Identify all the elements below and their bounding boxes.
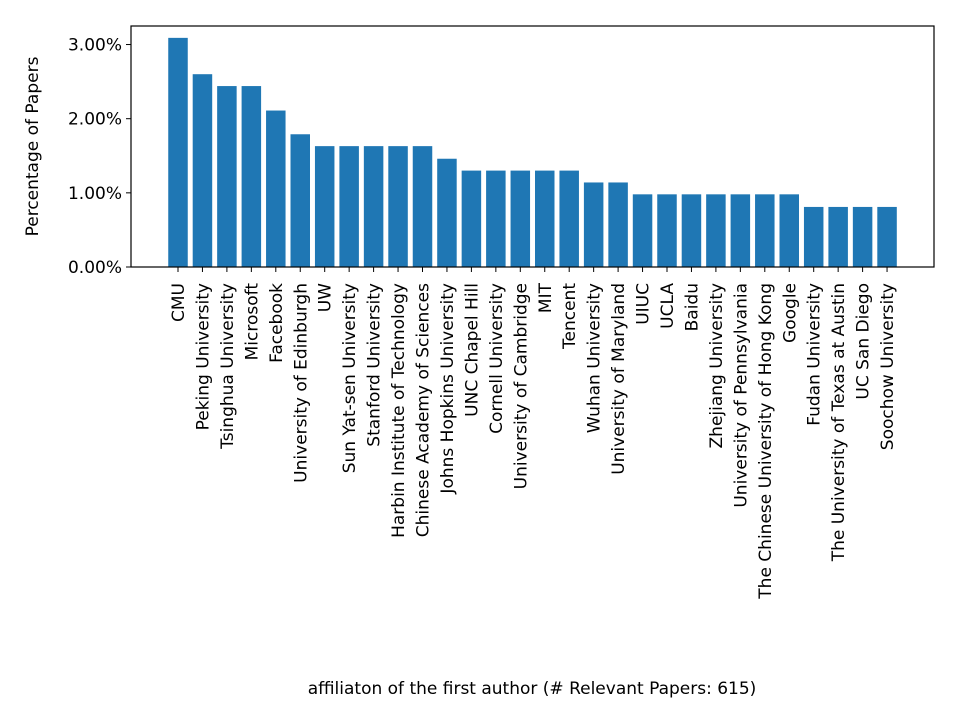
x-tick-label: Tsinghua University [218, 283, 238, 450]
bar-29 [877, 206, 897, 267]
bar-19 [632, 194, 653, 267]
y-tick-label: 1.00% [68, 184, 122, 204]
bar-3 [241, 86, 262, 268]
x-tick-label: UW [316, 283, 336, 312]
x-tick-label: Fudan University [805, 283, 825, 426]
x-tick-label: Johns Hopkins University [438, 283, 458, 495]
y-axis-ticks: 0.00% 1.00% 2.00% 3.00% [68, 36, 131, 278]
x-tick-label: Stanford University [365, 283, 385, 447]
x-tick-label: University of Cambridge [511, 283, 531, 489]
y-axis-title: Percentage of Papers [23, 56, 43, 236]
bar-26 [803, 206, 824, 267]
bar-22 [706, 194, 726, 267]
x-tick-label: Wuhan University [585, 283, 605, 433]
bar-1 [192, 74, 213, 267]
x-tick-label: Chinese Academy of Sciences [414, 283, 434, 537]
bar-7 [339, 146, 359, 267]
x-tick-label: UNC Chapel Hill [462, 283, 482, 417]
x-tick-label: University of Maryland [609, 283, 629, 475]
bar-4 [266, 110, 286, 267]
plot-frame [130, 25, 935, 268]
x-tick-label: University of Edinburgh [291, 283, 311, 483]
bar-17 [583, 182, 604, 267]
x-tick-label: Soochow University [878, 283, 898, 450]
bar-21 [681, 194, 702, 267]
bar-23 [730, 194, 751, 267]
x-tick-label: University of Pennsylvania [731, 283, 751, 508]
bar-24 [755, 194, 775, 267]
x-tick-label: CMU [169, 283, 189, 322]
y-tick-label: 3.00% [68, 36, 122, 56]
bar-13 [486, 170, 506, 267]
x-tick-label: Google [780, 283, 800, 343]
x-tick-label: MIT [536, 282, 556, 313]
bar-28 [852, 206, 873, 267]
bar-0 [168, 37, 188, 267]
x-tick-label: Microsoft [242, 283, 262, 361]
x-axis-ticks: CMU Peking University Tsinghua University M… [169, 267, 898, 600]
x-axis-title: affiliaton of the first author (# Releva… [308, 679, 757, 699]
bar-27 [828, 206, 848, 267]
x-tick-label: Baidu [682, 283, 702, 331]
x-tick-label: The Chinese University of Hong Kong [756, 283, 776, 600]
bar-20 [657, 194, 677, 267]
bar-2 [217, 86, 237, 268]
x-tick-label: UCLA [658, 283, 678, 329]
bar-25 [779, 194, 799, 267]
bar-8 [363, 146, 384, 267]
bar-12 [461, 170, 482, 267]
x-tick-label: Facebook [267, 283, 287, 363]
x-tick-label: UIUC [634, 283, 654, 325]
y-tick-label: 0.00% [68, 258, 122, 278]
bar-10 [412, 146, 433, 267]
y-tick-label: 2.00% [68, 110, 122, 130]
x-tick-label: Sun Yat-sen University [340, 283, 360, 473]
bar-6 [314, 146, 335, 267]
bar-5 [290, 134, 310, 267]
bars-group [168, 37, 897, 268]
bar-11 [437, 158, 457, 267]
x-tick-label: Peking University [193, 283, 213, 430]
bar-18 [608, 182, 628, 267]
x-tick-label: Zhejiang University [707, 283, 727, 448]
x-tick-label: Cornell University [487, 283, 507, 434]
x-tick-label: The University of Texas at Austin [829, 283, 849, 562]
bar-14 [510, 170, 531, 267]
bar-15 [535, 170, 555, 267]
bar-16 [559, 170, 579, 267]
x-tick-label: Tencent [560, 283, 580, 350]
x-tick-label: UC San Diego [854, 283, 874, 400]
bar-9 [388, 146, 408, 267]
x-tick-label: Harbin Institute of Technology [389, 283, 409, 538]
